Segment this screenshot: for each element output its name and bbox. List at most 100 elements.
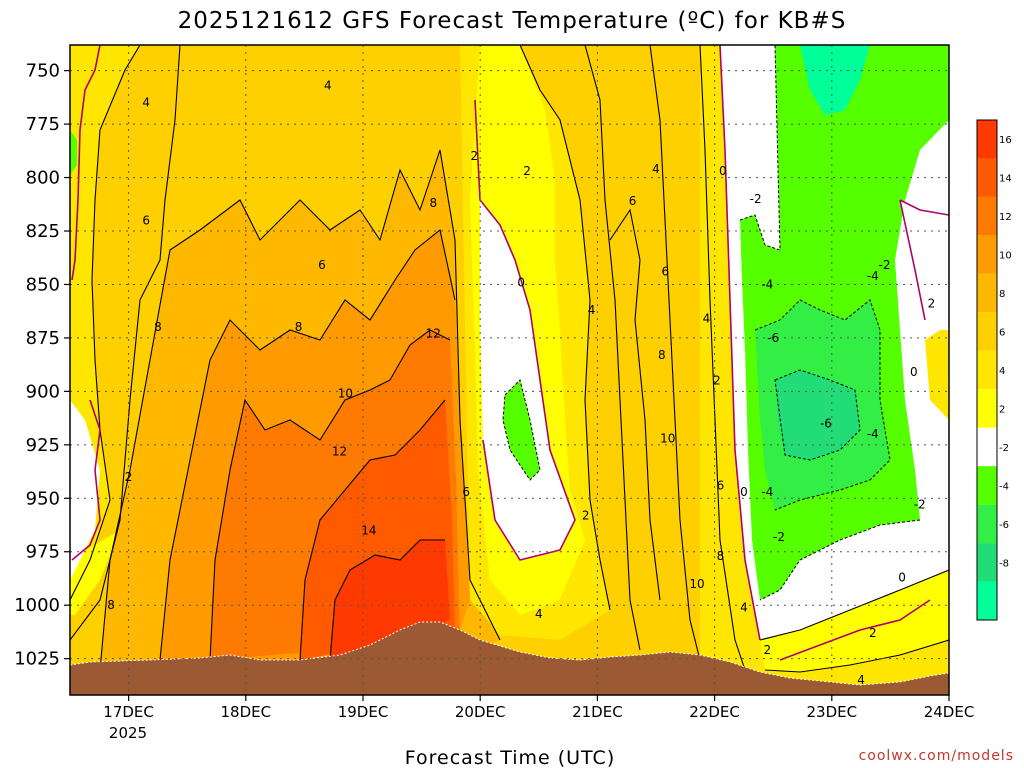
x-axis-title: Forecast Time (UTC) <box>405 747 615 768</box>
contour-label: -2 <box>773 530 785 544</box>
colorbar-swatch <box>977 235 997 274</box>
contour-label: 6 <box>142 213 150 227</box>
contour-label: 2 <box>928 297 936 311</box>
contour-label: 4 <box>857 673 865 687</box>
colorbar-swatch <box>977 120 997 159</box>
contour-label: 4 <box>142 96 150 110</box>
contour-label: 2 <box>471 149 479 163</box>
x-tick-label: 22DEC <box>689 703 740 721</box>
contour-label: -4 <box>867 269 879 283</box>
contour-label: 8 <box>658 348 666 362</box>
contour-label: -4 <box>867 427 879 441</box>
y-tick-label: 900 <box>26 381 60 402</box>
negative-contour-lines <box>502 45 921 601</box>
contour-label: 2 <box>764 643 772 657</box>
colorbar-label: -2 <box>999 443 1009 454</box>
band-green4-right <box>800 45 870 115</box>
y-tick-label: 800 <box>26 168 60 189</box>
y-tick-label: 950 <box>26 488 60 509</box>
colorbar-label: -6 <box>999 520 1009 531</box>
band-white-right2 <box>900 200 949 320</box>
x-axis: 17DEC 18DEC 19DEC 20DEC 21DEC 22DEC 23DEC 24DEC <box>103 695 974 721</box>
band-2-4-right2 <box>925 330 949 420</box>
x-tick-label: 20DEC <box>455 703 506 721</box>
band-green3-right <box>775 370 860 460</box>
colorbar-label: 2 <box>999 404 1005 415</box>
band-2-4-left-lower <box>70 530 120 615</box>
year-label: 2025 <box>109 724 147 742</box>
zero-contour-lines <box>71 45 949 661</box>
colorbar-label: -4 <box>999 481 1009 492</box>
x-tick-label: 17DEC <box>103 703 154 721</box>
y-axis: 750 775 800 825 850 875 900 925 950 975 1000 1025 <box>14 61 70 670</box>
y-tick-label: 775 <box>26 114 60 135</box>
colorbar-label: 4 <box>999 366 1005 377</box>
contour-label: -2 <box>750 192 762 206</box>
contour-label: -6 <box>767 331 779 345</box>
y-tick-label: 925 <box>26 435 60 456</box>
contour-label: 0 <box>719 164 727 178</box>
terrain-below-ground <box>70 622 949 695</box>
colorbar-label: 10 <box>999 251 1012 262</box>
contour-label: 6 <box>318 258 326 272</box>
colorbar-swatch <box>977 273 997 313</box>
plot-area: 4 6 8 2 8 4 6 8 10 12 14 8 12 6 2 2 0 4 2 4 6 4 6 8 10 4 2 0 6 0 8 10 4 2… <box>70 45 949 695</box>
band-green-trough <box>503 380 540 480</box>
contour-label: -2 <box>914 498 926 512</box>
contour-label: 8 <box>154 320 162 334</box>
colorbar-swatch <box>977 312 997 351</box>
contour-label: -4 <box>761 485 773 499</box>
contour-label: 2 <box>582 508 590 522</box>
contour-label: 4 <box>324 79 332 93</box>
y-tick-label: 850 <box>26 274 60 295</box>
band-2-4-right <box>700 45 949 695</box>
contour-label: 10 <box>338 387 353 401</box>
x-tick-label: 19DEC <box>338 703 389 721</box>
x-tick-label: 24DEC <box>924 703 975 721</box>
contour-label: 8 <box>107 598 115 612</box>
contour-label: 6 <box>717 478 725 492</box>
contour-label: 6 <box>462 485 470 499</box>
colorbar-swatch <box>977 389 997 428</box>
contour-label: 0 <box>517 275 525 289</box>
colorbar-swatch <box>977 543 997 582</box>
contour-label: 10 <box>660 431 675 445</box>
contour-label: 4 <box>535 607 543 621</box>
contour-label: 14 <box>361 523 376 537</box>
plot-frame <box>69 44 950 696</box>
contour-label: 6 <box>629 194 637 208</box>
chart-title: 2025121612 GFS Forecast Temperature (ºC)… <box>178 8 847 34</box>
x-tick-label: 21DEC <box>572 703 623 721</box>
contour-label: 6 <box>662 265 670 279</box>
contour-label: 2 <box>523 164 531 178</box>
contour-label: 4 <box>703 312 711 326</box>
contour-label-layer: 4 6 8 2 8 4 6 8 10 12 14 8 12 6 2 2 0 4 2 4 6 4 6 8 10 4 2 0 6 0 8 10 4 2… <box>107 79 935 687</box>
x-tick-label: 18DEC <box>221 703 272 721</box>
colorbar-swatch <box>977 196 997 236</box>
y-tick-label: 750 <box>26 61 60 82</box>
contour-label: -2 <box>879 258 891 272</box>
colorbar-frame <box>976 119 998 621</box>
credit-text: coolwx.com/models <box>859 748 1014 764</box>
contour-label: 4 <box>740 600 748 614</box>
contour-label: 12 <box>426 327 441 341</box>
contour-label: 8 <box>429 196 437 210</box>
y-tick-label: 975 <box>26 542 60 563</box>
contour-label: 0 <box>898 570 906 584</box>
band-0-2-right <box>760 570 949 672</box>
colorbar-swatch <box>977 158 997 197</box>
colorbar-label: -8 <box>999 558 1009 569</box>
contour-label: 2 <box>125 470 133 484</box>
colorbar: 16 14 12 10 8 6 4 2 -2 -4 -6 -8 <box>976 119 1012 621</box>
contour-label: 4 <box>652 162 660 176</box>
colorbar-swatch <box>977 350 997 390</box>
band-green-left <box>70 130 77 175</box>
contour-label: 2 <box>713 374 721 388</box>
contour-lines <box>70 45 949 673</box>
colorbar-label: 16 <box>999 135 1012 146</box>
contour-label: -4 <box>761 277 773 291</box>
contour-label: 0 <box>910 365 918 379</box>
contour-label: 8 <box>295 320 303 334</box>
contour-label: 10 <box>689 577 704 591</box>
x-tick-label: 23DEC <box>807 703 858 721</box>
